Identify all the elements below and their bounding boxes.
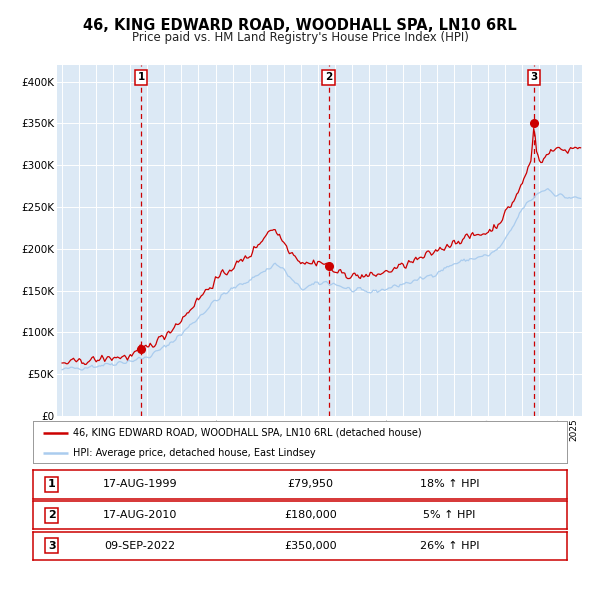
Text: £180,000: £180,000 [284, 510, 337, 520]
Text: 09-SEP-2022: 09-SEP-2022 [104, 541, 175, 550]
Text: £79,950: £79,950 [287, 480, 334, 489]
Text: 17-AUG-2010: 17-AUG-2010 [103, 510, 177, 520]
Text: 18% ↑ HPI: 18% ↑ HPI [420, 480, 479, 489]
Text: 46, KING EDWARD ROAD, WOODHALL SPA, LN10 6RL (detached house): 46, KING EDWARD ROAD, WOODHALL SPA, LN10… [73, 428, 422, 438]
Text: 5% ↑ HPI: 5% ↑ HPI [424, 510, 476, 520]
Text: 1: 1 [48, 480, 56, 489]
Text: 17-AUG-1999: 17-AUG-1999 [103, 480, 177, 489]
Text: 1: 1 [137, 73, 145, 83]
Text: 46, KING EDWARD ROAD, WOODHALL SPA, LN10 6RL: 46, KING EDWARD ROAD, WOODHALL SPA, LN10… [83, 18, 517, 32]
Text: Price paid vs. HM Land Registry's House Price Index (HPI): Price paid vs. HM Land Registry's House … [131, 31, 469, 44]
Text: 2: 2 [48, 510, 56, 520]
Text: HPI: Average price, detached house, East Lindsey: HPI: Average price, detached house, East… [73, 448, 316, 457]
Text: 3: 3 [530, 73, 538, 83]
Text: £350,000: £350,000 [284, 541, 337, 550]
Text: 2: 2 [325, 73, 332, 83]
Text: 26% ↑ HPI: 26% ↑ HPI [420, 541, 479, 550]
Text: 3: 3 [48, 541, 56, 550]
